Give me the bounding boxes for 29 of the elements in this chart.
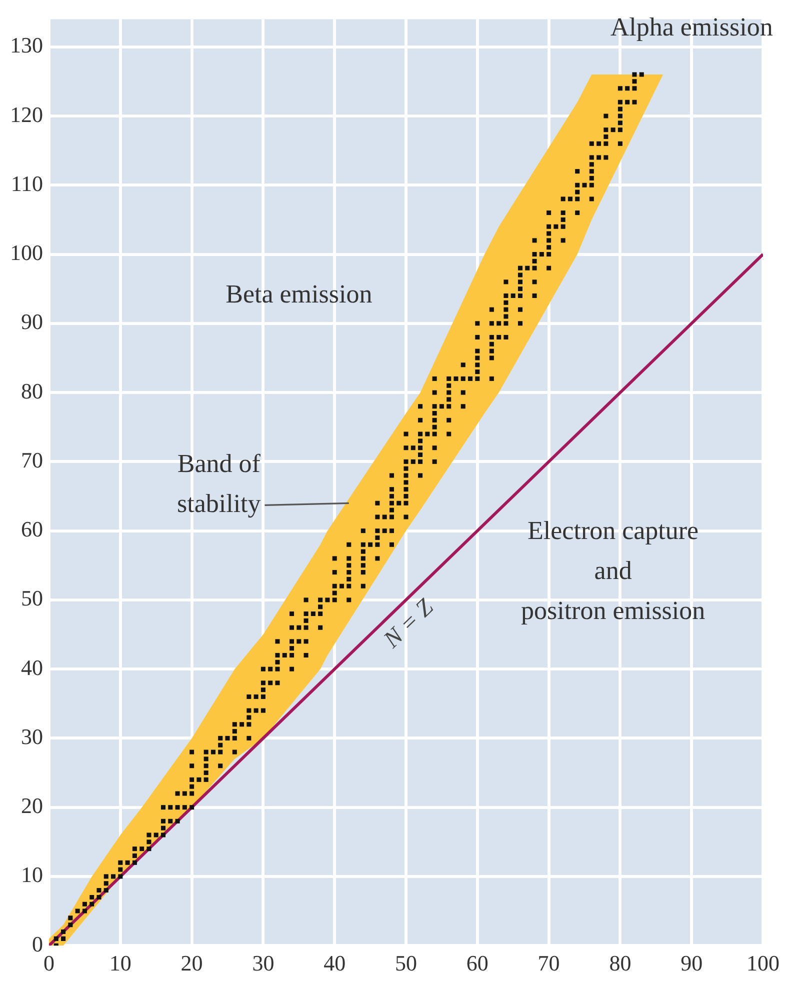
- annotation: Beta emission: [226, 280, 372, 309]
- y-tick-label: 0: [32, 931, 43, 956]
- y-tick-label: 100: [10, 240, 43, 266]
- x-tick-label: 80: [609, 950, 632, 976]
- x-tick-label: 70: [538, 950, 560, 976]
- y-tick-label: 60: [21, 516, 43, 542]
- x-tick-label: 90: [680, 950, 703, 976]
- annotation: Electron capture and positron emission: [520, 516, 706, 626]
- x-tick-label: 60: [466, 950, 488, 976]
- y-tick-label: 120: [10, 102, 43, 127]
- x-tick-label: 20: [180, 950, 203, 976]
- y-tick-label: 90: [21, 309, 43, 334]
- x-tick-label: 50: [395, 950, 417, 976]
- y-tick-label: 130: [10, 32, 43, 58]
- annotation: Band of stability: [176, 448, 261, 518]
- annotation: Alpha emission: [610, 12, 773, 42]
- y-tick-label: 10: [21, 862, 43, 888]
- y-tick-label: 110: [10, 170, 43, 196]
- y-tick-label: 20: [21, 793, 43, 818]
- y-tick-label: 80: [21, 378, 43, 404]
- y-tick-label: 30: [21, 724, 43, 749]
- x-tick-label: 40: [324, 950, 346, 976]
- x-tick-label: 100: [746, 950, 780, 976]
- y-tick-label: 50: [21, 586, 43, 611]
- text: N = Z: [378, 594, 439, 654]
- x-tick-label: 30: [252, 950, 274, 976]
- y-tick-label: 70: [21, 447, 43, 472]
- y-tick-label: 40: [21, 654, 43, 680]
- x-tick-label: 10: [109, 950, 132, 976]
